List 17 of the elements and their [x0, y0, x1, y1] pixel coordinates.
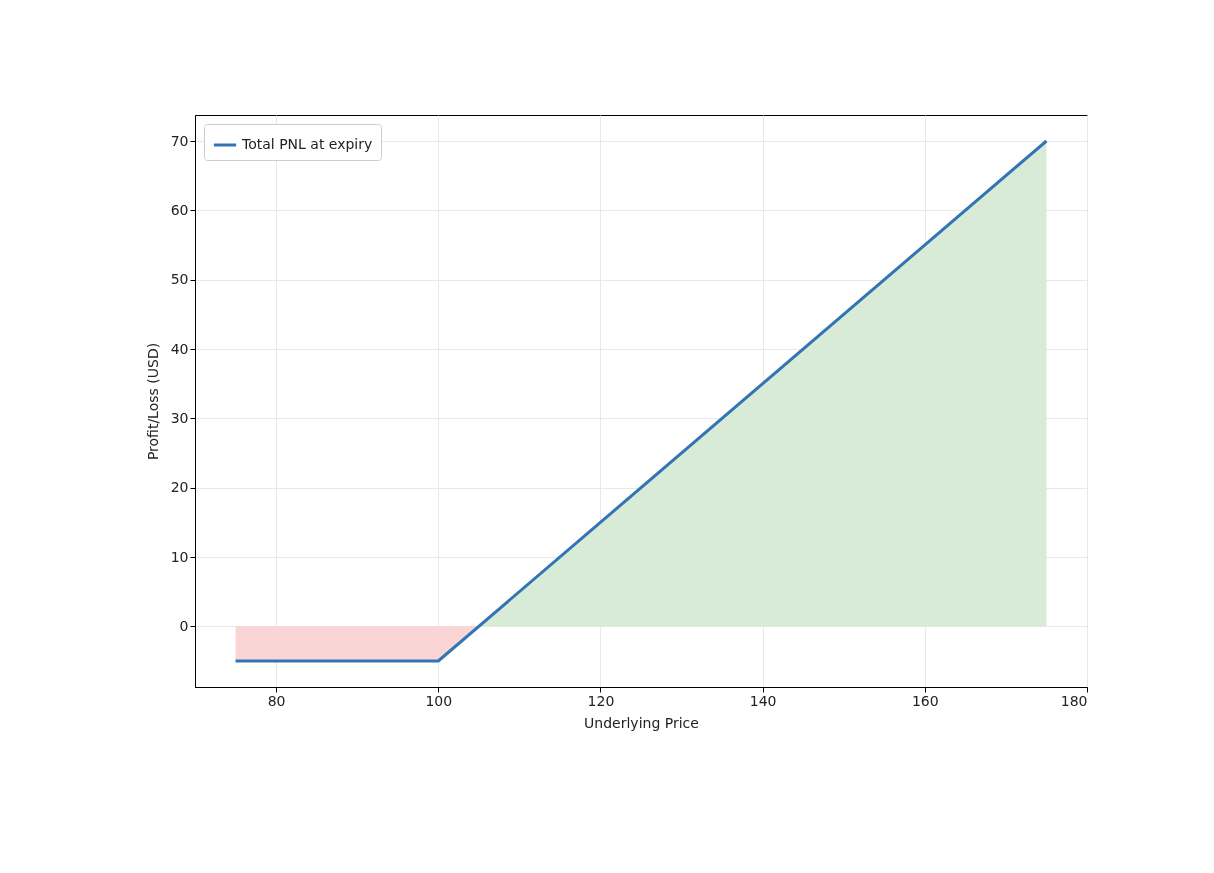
y-tick-label: 40	[170, 340, 189, 357]
y-tick-label: 30	[170, 409, 189, 426]
x-tick-label: 120	[587, 692, 615, 709]
y-tick-label: 0	[179, 617, 189, 634]
x-tick-label: 160	[911, 692, 939, 709]
legend-label: Total PNL at expiry	[241, 136, 373, 152]
x-tick-label: 80	[267, 692, 286, 709]
y-tick-label: 50	[170, 271, 189, 288]
x-tick-label: 180	[1060, 692, 1088, 709]
y-tick-label: 70	[170, 132, 189, 149]
y-axis-title: Profit/Loss (USD)	[144, 342, 161, 461]
x-axis-title: Underlying Price	[584, 714, 699, 731]
y-tick-label: 60	[170, 201, 189, 218]
y-tick-label: 10	[170, 548, 189, 565]
y-tick-label: 20	[170, 479, 189, 496]
x-tick-label: 100	[425, 692, 453, 709]
x-tick-label: 140	[749, 692, 777, 709]
